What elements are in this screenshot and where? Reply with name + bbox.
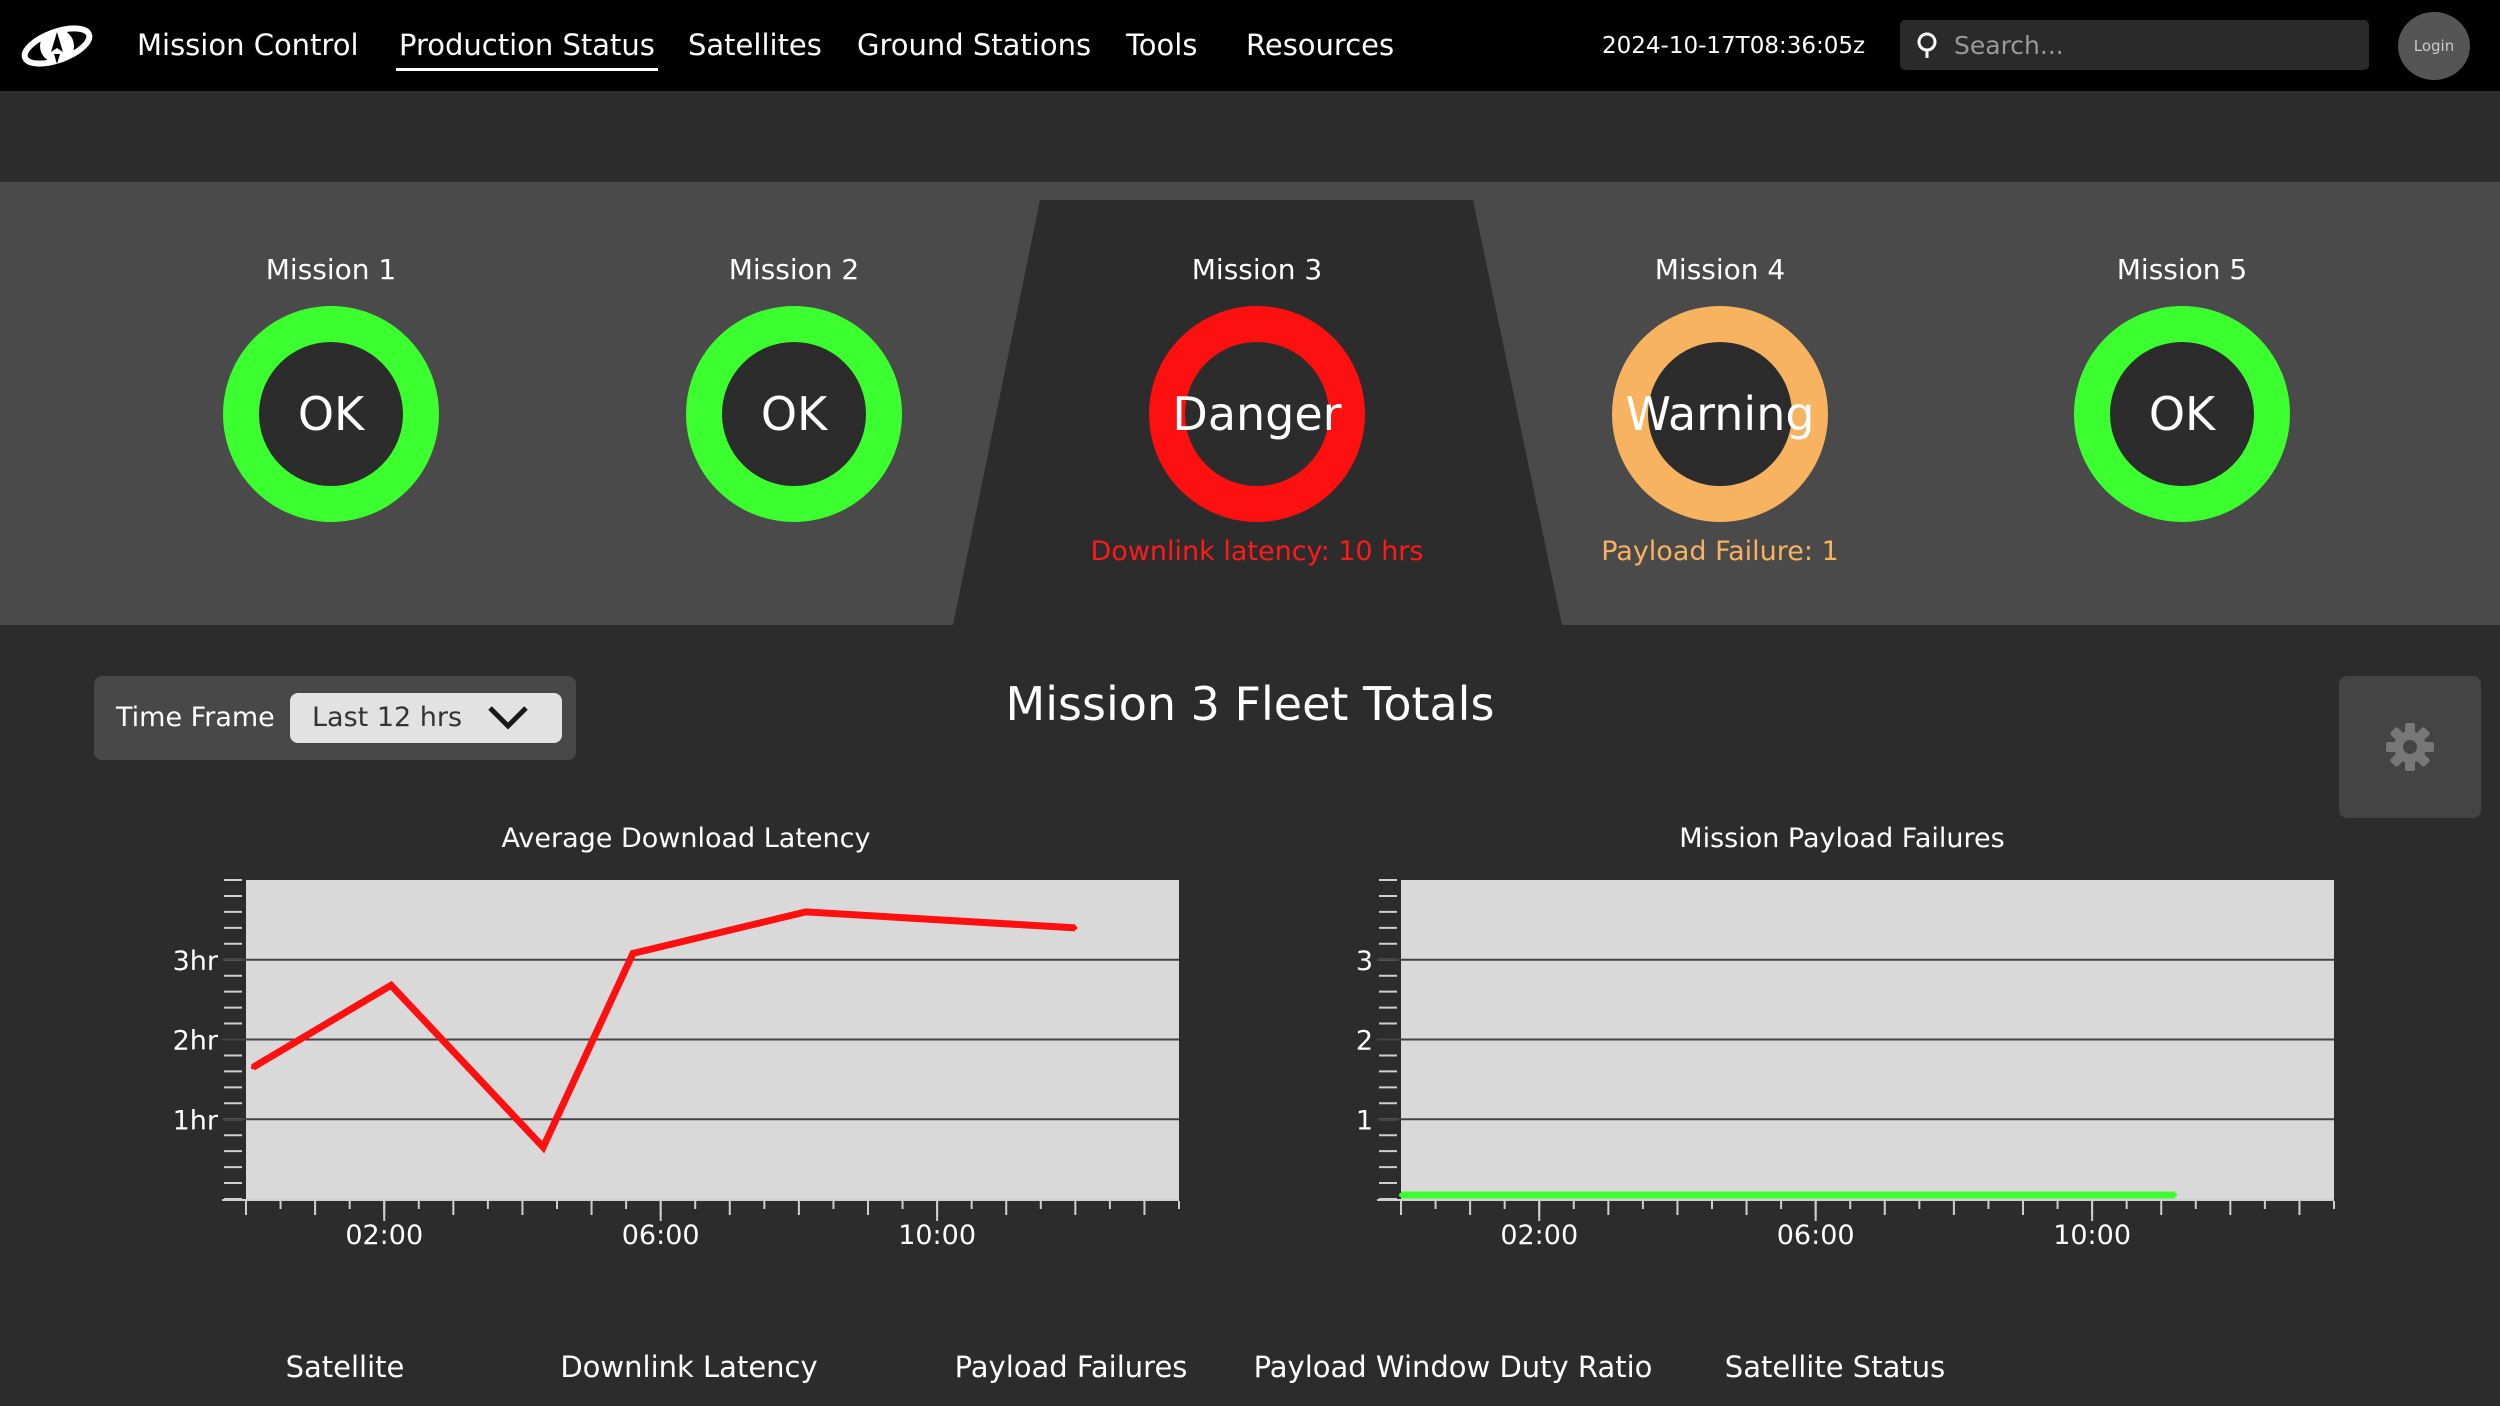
mission-name: Mission 4 [1654,253,1786,286]
time-frame-control: Time Frame Last 12 hrs [94,676,576,760]
failures-chart-title: Mission Payload Failures [1679,823,2005,854]
nav-item-satellites[interactable]: Satellites [688,28,822,62]
mission-name: Mission 1 [265,253,397,286]
failures-y-tick-label: 2 [1356,1026,1373,1057]
fleet-totals-title: Mission 3 Fleet Totals [1005,677,1495,731]
latency-y-tick-label: 2hr [173,1026,219,1057]
nav-item-ground-stations[interactable]: Ground Stations [857,28,1092,62]
nav-item-mission-control[interactable]: Mission Control [137,28,359,62]
column-header-satellite[interactable]: Satellite [285,1350,405,1384]
latency-data-point [389,983,394,988]
mission-status-band: Mission 1 OK Mission 2 OK Mission 3 Danger Dow… [0,182,2500,625]
latency-chart-title: Average Download Latency [501,823,871,854]
login-button[interactable]: Login [2398,12,2470,80]
mission-card-2[interactable]: Mission 2 OK [584,182,1004,625]
time-frame-label: Time Frame [116,702,275,733]
nav-item-production-status[interactable]: Production Status [396,25,658,71]
latency-y-tick-label: 1hr [173,1105,219,1136]
search-icon [1917,32,1937,58]
latency-data-point [631,951,636,956]
mission-alert-note: Payload Failure: 1 [1601,536,1839,567]
time-frame-value: Last 12 hrs [312,702,463,733]
latency-x-tick-label: 02:00 [345,1220,423,1251]
failures-y-tick-label: 3 [1356,946,1373,977]
top-navigation-bar: Mission Control Production Status Satellit… [0,0,2500,91]
mission-status-ring: OK [2074,306,2290,522]
latency-x-tick-label: 06:00 [622,1220,700,1251]
column-header-downlink-latency[interactable]: Downlink Latency [560,1350,818,1384]
utc-timestamp: 2024-10-17T08:36:05z [1602,33,1866,59]
time-frame-dropdown[interactable]: Last 12 hrs [290,693,562,743]
latency-plot-area [246,880,1179,1199]
mission-card-3[interactable]: Mission 3 Danger Downlink latency: 10 hrs [1047,182,1467,625]
mission-name: Mission 2 [728,253,860,286]
search-input[interactable] [1954,20,2359,70]
latency-series-line [251,908,1076,1154]
mission-status-label: OK [2148,387,2216,441]
failures-x-tick-label: 06:00 [1777,1220,1855,1251]
failures-x-tick-label: 10:00 [2053,1220,2131,1251]
nav-item-resources[interactable]: Resources [1246,28,1395,62]
latency-y-tick-label: 3hr [173,946,219,977]
mission-status-label: OK [297,387,365,441]
search-box[interactable] [1900,20,2369,70]
nav-item-tools[interactable]: Tools [1126,28,1198,62]
latency-x-tick-label: 10:00 [898,1220,976,1251]
mission-alert-note: Downlink latency: 10 hrs [1090,536,1424,567]
column-header-satellite-status[interactable]: Satellite Status [1724,1350,1946,1384]
failures-data-point [1399,1193,1403,1198]
rocket-logo-icon[interactable] [20,18,94,74]
mission-status-label: OK [760,387,828,441]
mission-name: Mission 5 [2116,253,2248,286]
mission-status-ring: Warning [1612,306,1828,522]
latency-data-point [803,909,808,914]
latency-data-point [250,1065,255,1070]
mission-status-label: Warning [1625,387,1815,441]
mission-status-ring: Danger [1149,306,1365,522]
mission-status-ring: OK [223,306,439,522]
latency-data-point [541,1145,546,1150]
mission-name: Mission 3 [1191,253,1323,286]
mission-status-ring: OK [686,306,902,522]
failures-plot-area [1401,880,2334,1199]
latency-data-point [1073,925,1078,930]
settings-button[interactable] [2339,676,2481,818]
mission-card-4[interactable]: Mission 4 Warning Payload Failure: 1 [1510,182,1930,625]
chevron-down-icon [488,706,528,730]
column-header-payload-failures[interactable]: Payload Failures [954,1350,1188,1384]
failures-y-tick-label: 1 [1356,1105,1373,1136]
mission-card-5[interactable]: Mission 5 OK [1972,182,2392,625]
failures-data-point [2173,1193,2178,1198]
gear-icon [2386,723,2434,771]
column-header-payload-window-duty-ratio[interactable]: Payload Window Duty Ratio [1253,1350,1653,1384]
failures-x-tick-label: 02:00 [1500,1220,1578,1251]
mission-card-1[interactable]: Mission 1 OK [121,182,541,625]
mission-status-label: Danger [1172,387,1342,441]
